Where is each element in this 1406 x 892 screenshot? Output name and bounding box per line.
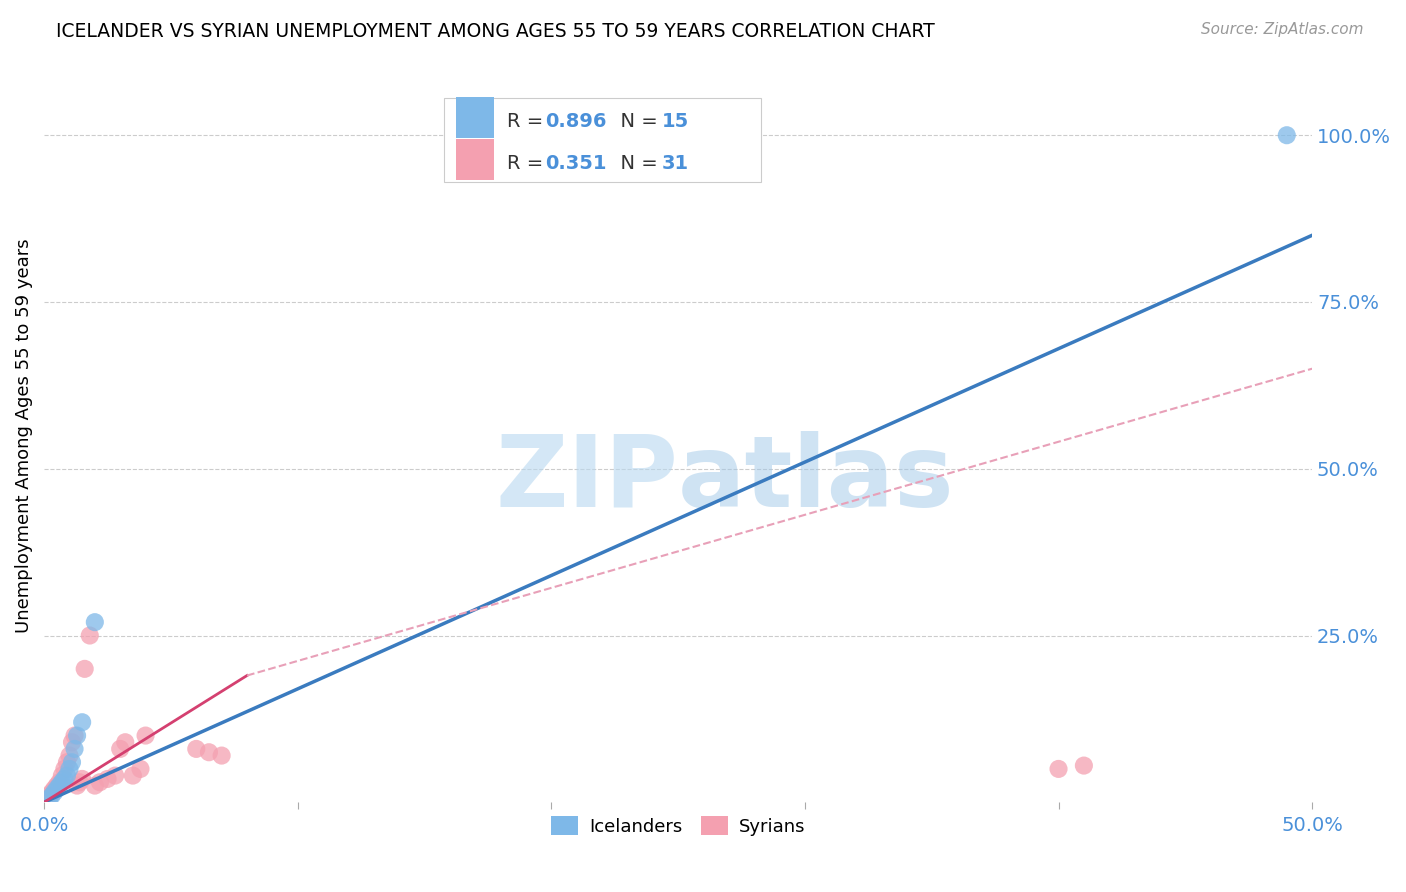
Text: N =: N =: [609, 112, 665, 131]
Point: [211, 748, 233, 763]
Point: [58, 748, 80, 763]
FancyBboxPatch shape: [456, 97, 495, 137]
Point: [198, 745, 221, 759]
Point: [114, 735, 136, 749]
Point: [70, 715, 93, 730]
FancyBboxPatch shape: [443, 98, 761, 182]
Point: [1047, 762, 1070, 776]
Point: [41, 789, 63, 803]
Point: [48, 779, 70, 793]
Text: ICELANDER VS SYRIAN UNEMPLOYMENT AMONG AGES 55 TO 59 YEARS CORRELATION CHART: ICELANDER VS SYRIAN UNEMPLOYMENT AMONG A…: [56, 22, 935, 41]
Point: [122, 768, 145, 782]
Point: [96, 772, 118, 786]
Point: [38, 789, 60, 803]
Point: [45, 781, 67, 796]
Point: [53, 762, 76, 776]
Point: [60, 756, 83, 770]
Point: [135, 729, 157, 743]
Point: [83, 779, 105, 793]
Point: [1275, 128, 1298, 143]
Point: [53, 772, 76, 786]
Text: Source: ZipAtlas.com: Source: ZipAtlas.com: [1201, 22, 1364, 37]
Point: [41, 785, 63, 799]
Text: R =: R =: [508, 154, 550, 173]
Point: [1073, 758, 1095, 772]
Text: 31: 31: [662, 154, 689, 173]
Point: [44, 785, 66, 799]
Point: [70, 772, 93, 786]
Point: [73, 662, 96, 676]
Point: [51, 768, 73, 782]
Point: [108, 742, 131, 756]
Text: 15: 15: [662, 112, 689, 131]
Point: [186, 742, 208, 756]
Point: [38, 792, 60, 806]
Point: [56, 756, 79, 770]
Text: ZIP: ZIP: [495, 431, 678, 528]
Text: 0.351: 0.351: [546, 154, 606, 173]
Point: [58, 762, 80, 776]
Text: N =: N =: [609, 154, 665, 173]
Point: [45, 779, 67, 793]
Text: atlas: atlas: [678, 431, 955, 528]
Point: [51, 775, 73, 789]
Point: [79, 628, 101, 642]
Point: [63, 742, 86, 756]
Point: [66, 779, 89, 793]
Point: [89, 775, 111, 789]
Point: [35, 792, 58, 806]
Text: 0.896: 0.896: [546, 112, 606, 131]
Point: [69, 775, 91, 789]
FancyBboxPatch shape: [456, 139, 495, 180]
Point: [48, 775, 70, 789]
Point: [83, 615, 105, 629]
Y-axis label: Unemployment Among Ages 55 to 59 years: Unemployment Among Ages 55 to 59 years: [15, 238, 32, 632]
Point: [104, 768, 127, 782]
Point: [44, 781, 66, 796]
Point: [56, 768, 79, 782]
Point: [63, 729, 86, 743]
Text: R =: R =: [508, 112, 550, 131]
Point: [66, 729, 89, 743]
Legend: Icelanders, Syrians: Icelanders, Syrians: [543, 807, 814, 845]
Point: [60, 735, 83, 749]
Point: [129, 762, 152, 776]
